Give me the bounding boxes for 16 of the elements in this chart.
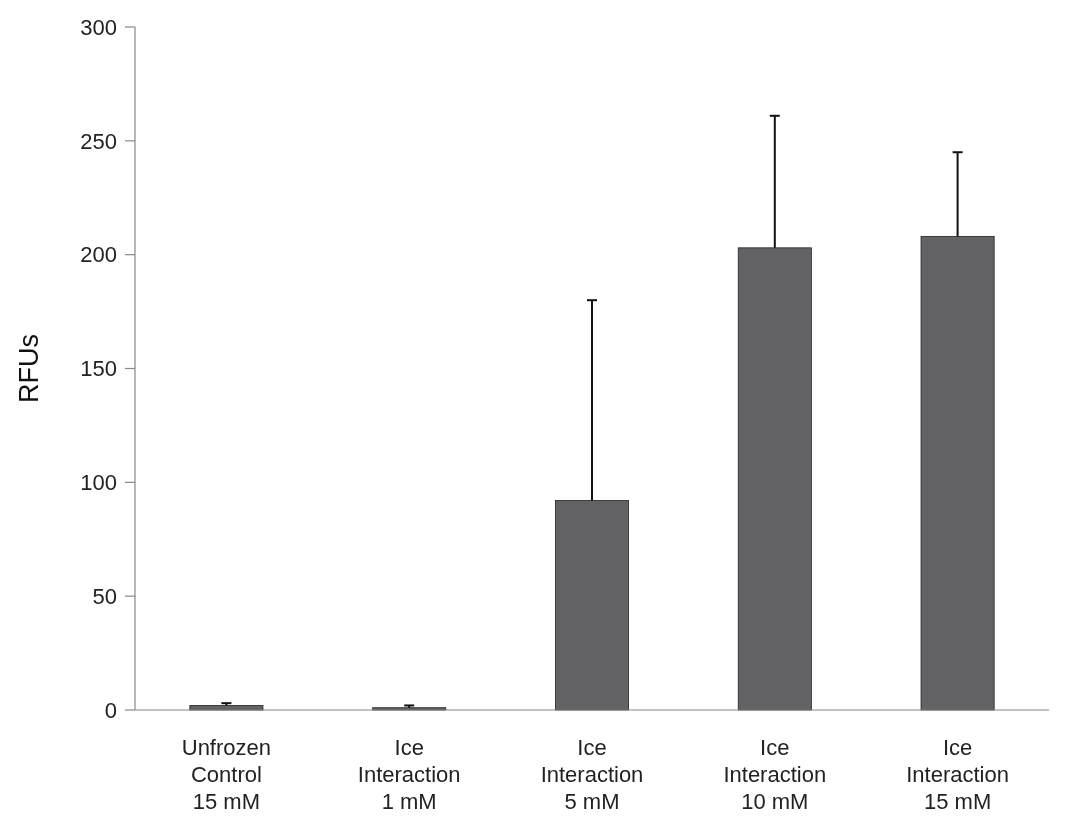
y-tick-label: 100	[80, 470, 117, 496]
x-tick-label: Ice Interaction 5 mM	[540, 735, 644, 814]
bar	[555, 500, 629, 711]
x-tick-label: Unfrozen Control 15 mM	[181, 735, 272, 814]
y-tick-label: 250	[80, 128, 117, 154]
x-tick-label: Ice Interaction 1 mM	[357, 735, 461, 814]
x-tick-label: Ice Interaction 15 mM	[906, 735, 1009, 814]
bar	[737, 247, 812, 711]
y-tick-label: 300	[80, 14, 117, 40]
x-tick-label: Ice Interaction 10 mM	[723, 735, 827, 814]
y-tick-label: 150	[80, 356, 117, 382]
y-tick-label: 200	[80, 242, 117, 268]
y-tick-label: 0	[104, 697, 117, 723]
y-axis-title: RFUs	[14, 334, 44, 403]
bar	[920, 236, 995, 711]
y-tick-label: 50	[92, 583, 117, 609]
